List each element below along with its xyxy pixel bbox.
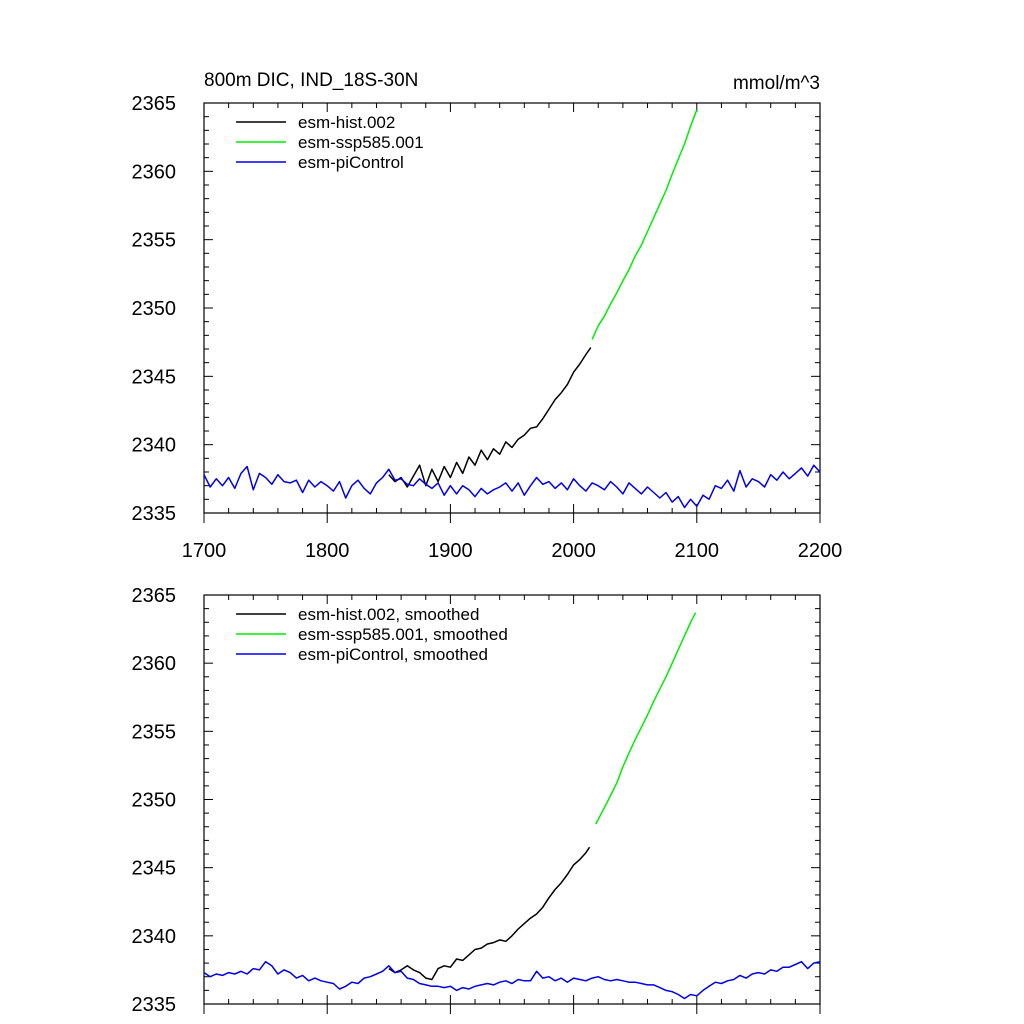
y-tick-label: 2360 [132,653,177,675]
x-tick-label: 2100 [675,540,720,562]
series-line-1 [595,612,697,825]
series-line-1 [591,109,698,340]
x-tick-label: 2200 [798,540,843,562]
plot-frame [203,102,821,514]
x-tick-label: 1800 [305,540,350,562]
legend-label: esm-ssp585.001, smoothed [298,625,508,644]
y-tick-label: 2355 [132,230,177,252]
y-tick-label: 2350 [132,790,177,812]
x-tick-label: 1900 [428,540,473,562]
legend-label: esm-ssp585.001 [298,133,424,152]
x-tick-label: 2000 [551,540,596,562]
series-line-2 [203,464,821,509]
y-tick-label: 2340 [132,926,177,948]
y-tick-label: 2335 [132,503,177,525]
y-tick-label: 2345 [132,858,177,880]
legend-label: esm-hist.002, smoothed [298,605,479,624]
y-tick-label: 2365 [132,93,177,115]
y-tick-label: 2345 [132,366,177,388]
legend-label: esm-piControl [298,153,404,172]
y-tick-label: 2355 [132,721,177,743]
y-tick-label: 2360 [132,161,177,183]
y-tick-label: 2335 [132,994,177,1016]
series-line-2 [203,960,821,1000]
y-tick-label: 2340 [132,435,177,457]
y-tick-label: 2350 [132,298,177,320]
chart-title: 800m DIC, IND_18S-30N [204,70,418,91]
plot-frame [203,594,821,1005]
units-label: mmol/m^3 [733,73,820,94]
bottom-panel: 2335 2340 2345 2350 2355 2360 2365 esm-hist.002… [132,585,821,1016]
y-tick-label: 2365 [132,585,177,607]
x-tick-label: 1700 [182,540,227,562]
legend-label: esm-hist.002 [298,113,395,132]
series-line-0 [388,846,591,981]
series-line-0 [388,347,592,488]
legend-label: esm-piControl, smoothed [298,645,488,664]
top-panel: 1700 1800 1900 2000 2100 2200 2335 2340 2345 2350… [132,93,843,562]
